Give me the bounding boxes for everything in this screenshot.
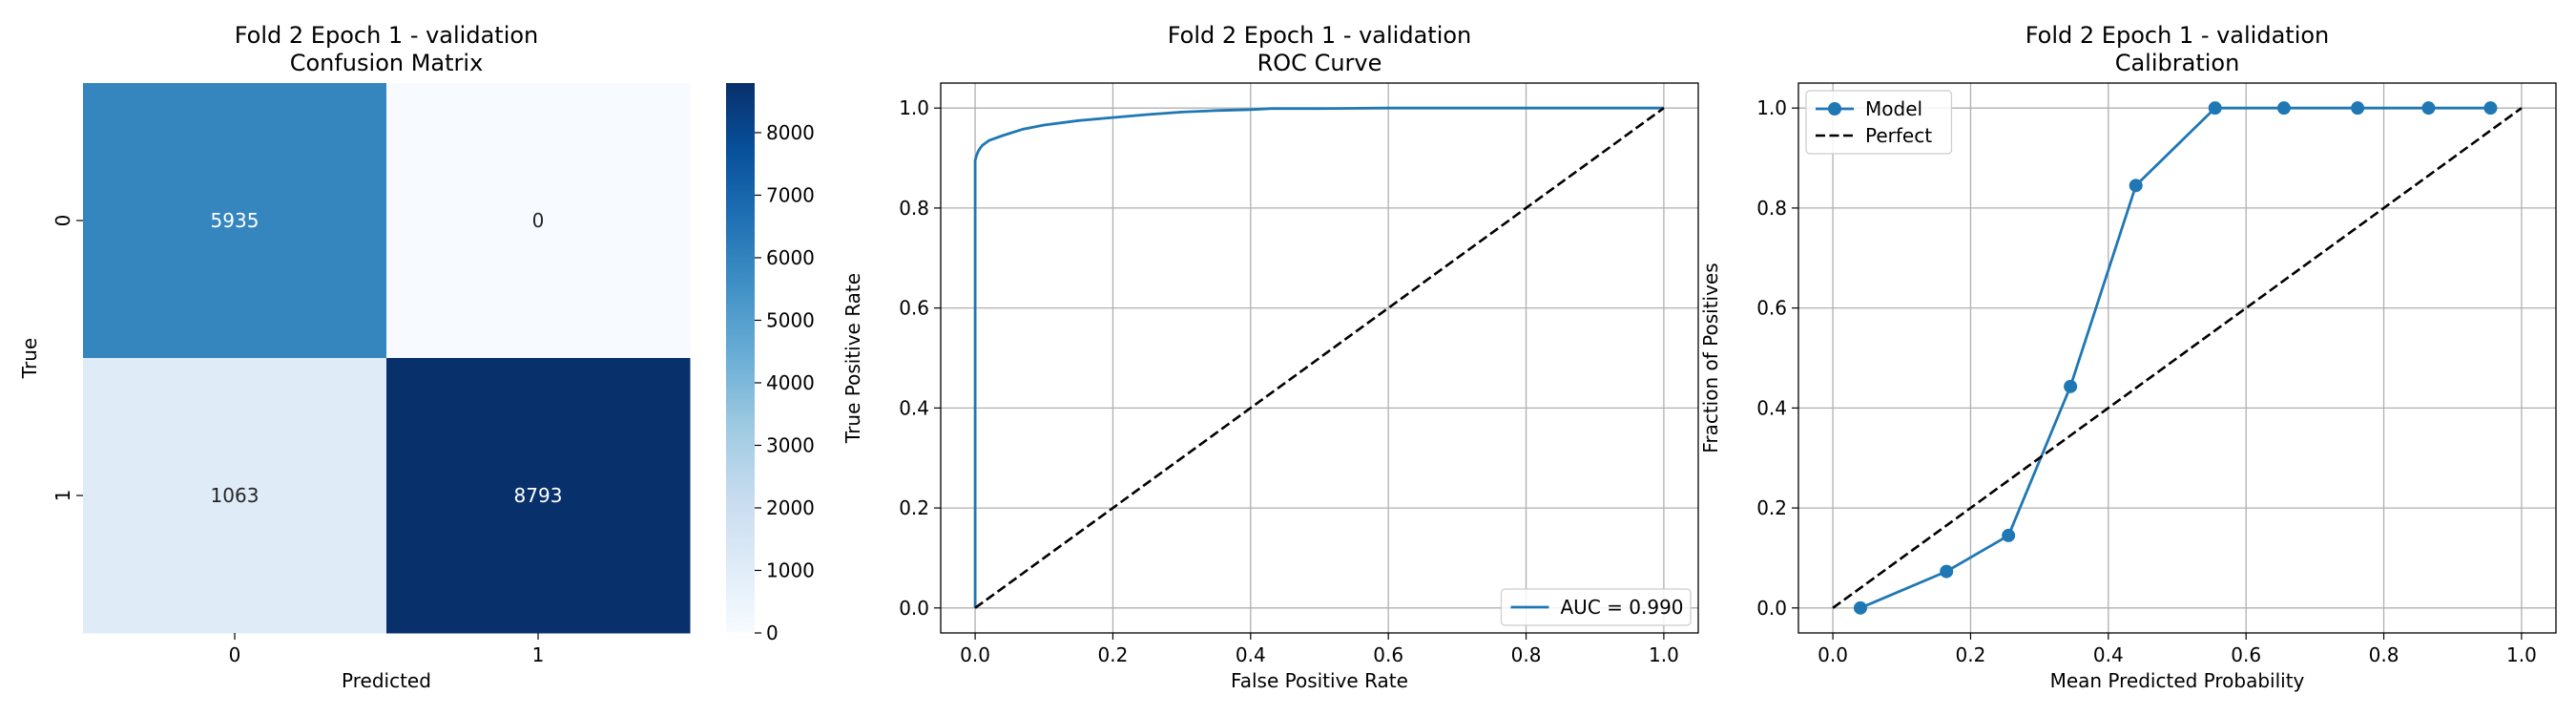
calibration-data-point-7 xyxy=(2351,101,2365,116)
confusion-matrix-title: Fold 2 Epoch 1 - validation xyxy=(235,22,539,49)
roc-y-tick-label: 0.6 xyxy=(899,297,929,320)
calibration-x-tick-label: 1.0 xyxy=(2506,643,2537,666)
heatmap-cell-label-0-0: 5935 xyxy=(211,209,260,232)
calibration-series-line-0 xyxy=(1859,106,2491,610)
colorbar-tick-label-2000: 2000 xyxy=(766,496,815,519)
calibration-data-point-0 xyxy=(1853,600,1867,615)
calibration-legend: Model Perfect xyxy=(1805,90,1953,155)
calibration-data-point-4 xyxy=(2129,179,2143,193)
colorbar-tick-label-4000: 4000 xyxy=(766,371,815,394)
heatmap-cell-0-0 xyxy=(83,83,387,359)
confusion-matrix-panel: 5935 0 1063 8793 0 1 0 1 Predicted True 0 1000 2000 3… xyxy=(18,83,815,692)
calibration-y-tick-label: 0.8 xyxy=(1756,197,1787,220)
heatmap-cell-0-1 xyxy=(386,83,691,359)
roc-title: Fold 2 Epoch 1 - validation xyxy=(1168,22,1472,49)
colorbar-tick-label-1000: 1000 xyxy=(766,558,815,581)
roc-series-line-1 xyxy=(974,107,1665,609)
roc-x-tick-label: 0.6 xyxy=(1373,643,1403,666)
roc-subtitle: ROC Curve xyxy=(1257,50,1382,76)
calibration-legend-box xyxy=(1805,90,1953,155)
calibration-subtitle: Calibration xyxy=(2115,50,2240,76)
roc-panel: 0.0 0.2 0.4 0.6 0.8 1.0 0.0 0.2 0.4 0.6 0.8 1.0 Fals… xyxy=(841,82,1699,692)
calibration-y-tick-label: 0.6 xyxy=(1756,297,1787,320)
calibration-legend-marker-0 xyxy=(1828,102,1841,116)
colorbar-tick-label-8000: 8000 xyxy=(766,121,815,144)
roc-legend-box xyxy=(1500,588,1692,626)
calibration-y-tick-label: 1.0 xyxy=(1756,96,1787,119)
calibration-x-axis-label: Mean Predicted Probability xyxy=(2050,669,2305,692)
roc-x-tick-label: 0.4 xyxy=(1236,643,1266,666)
calibration-data-point-6 xyxy=(2276,101,2291,116)
roc-y-tick-label: 1.0 xyxy=(899,96,929,119)
x-tick-label-0: 0 xyxy=(229,643,241,666)
roc-y-tick-label: 0.0 xyxy=(899,597,929,620)
calibration-data-point-3 xyxy=(2064,379,2078,393)
colorbar-tick-label-3000: 3000 xyxy=(766,433,815,456)
heatmap-cell-1-0 xyxy=(83,358,387,634)
roc-legend: AUC = 0.990 xyxy=(1500,588,1692,626)
roc-x-tick-label: 0.0 xyxy=(960,643,990,666)
x-axis-label: Predicted xyxy=(342,669,431,692)
calibration-x-tick-label: 0.2 xyxy=(1956,643,1986,666)
calibration-legend-label-0: Model xyxy=(1865,97,1922,120)
calibration-x-tick-label: 0.8 xyxy=(2369,643,2399,666)
roc-y-tick-label: 0.8 xyxy=(899,197,929,220)
roc-series-line-0 xyxy=(973,106,1664,608)
roc-x-axis-label: False Positive Rate xyxy=(1231,669,1408,692)
heatmap-cell-label-0-1: 0 xyxy=(532,209,545,232)
colorbar-tick-label-7000: 7000 xyxy=(766,183,815,206)
y-tick-label-0: 0 xyxy=(52,215,74,227)
calibration-y-tick-label: 0.2 xyxy=(1756,496,1787,519)
roc-y-axis-label: True Positive Rate xyxy=(841,273,864,444)
roc-y-tick-label: 0.4 xyxy=(899,396,929,419)
x-tick-label-1: 1 xyxy=(532,643,545,666)
calibration-data-point-9 xyxy=(2483,101,2498,116)
colorbar xyxy=(726,83,755,633)
roc-x-tick-label: 1.0 xyxy=(1649,643,1679,666)
calibration-y-axis-label: Fraction of Positives xyxy=(1699,263,1722,453)
calibration-x-tick-label: 0.4 xyxy=(2093,643,2124,666)
confusion-matrix-subtitle: Confusion Matrix xyxy=(290,50,484,76)
roc-axes-frame xyxy=(940,82,1699,634)
calibration-x-tick-label: 0.6 xyxy=(2231,643,2261,666)
colorbar-tick-label-0: 0 xyxy=(766,621,779,644)
colorbar-tick-label-6000: 6000 xyxy=(766,246,815,269)
calibration-data-point-5 xyxy=(2208,101,2222,116)
roc-y-tick-label: 0.2 xyxy=(899,496,929,519)
roc-x-tick-label: 0.2 xyxy=(1098,643,1129,666)
calibration-legend-label-1: Perfect xyxy=(1865,124,1932,147)
heatmap-cell-1-1 xyxy=(386,358,691,634)
heatmap-cell-label-1-1: 8793 xyxy=(514,484,563,507)
roc-legend-label-0: AUC = 0.990 xyxy=(1561,596,1684,619)
y-axis-label: True xyxy=(18,338,41,379)
calibration-series-line-1 xyxy=(1832,107,2523,609)
calibration-data-point-2 xyxy=(2002,528,2016,542)
calibration-axes-frame xyxy=(1797,82,2557,634)
heatmap-cell-label-1-0: 1063 xyxy=(211,484,260,507)
calibration-title: Fold 2 Epoch 1 - validation xyxy=(2025,22,2330,49)
calibration-data-point-8 xyxy=(2421,101,2436,116)
calibration-x-tick-label: 0.0 xyxy=(1818,643,1848,666)
calibration-data-point-1 xyxy=(1940,564,1954,579)
colorbar-tick-label-5000: 5000 xyxy=(766,308,815,331)
calibration-y-tick-label: 0.4 xyxy=(1756,396,1787,419)
roc-x-tick-label: 0.8 xyxy=(1511,643,1542,666)
y-tick-label-1: 1 xyxy=(52,490,74,502)
calibration-panel: 0.0 0.2 0.4 0.6 0.8 1.0 0.0 0.2 0.4 0.6 0.8 1.0 Mean… xyxy=(1699,82,2557,692)
calibration-y-tick-label: 0.0 xyxy=(1756,597,1787,620)
